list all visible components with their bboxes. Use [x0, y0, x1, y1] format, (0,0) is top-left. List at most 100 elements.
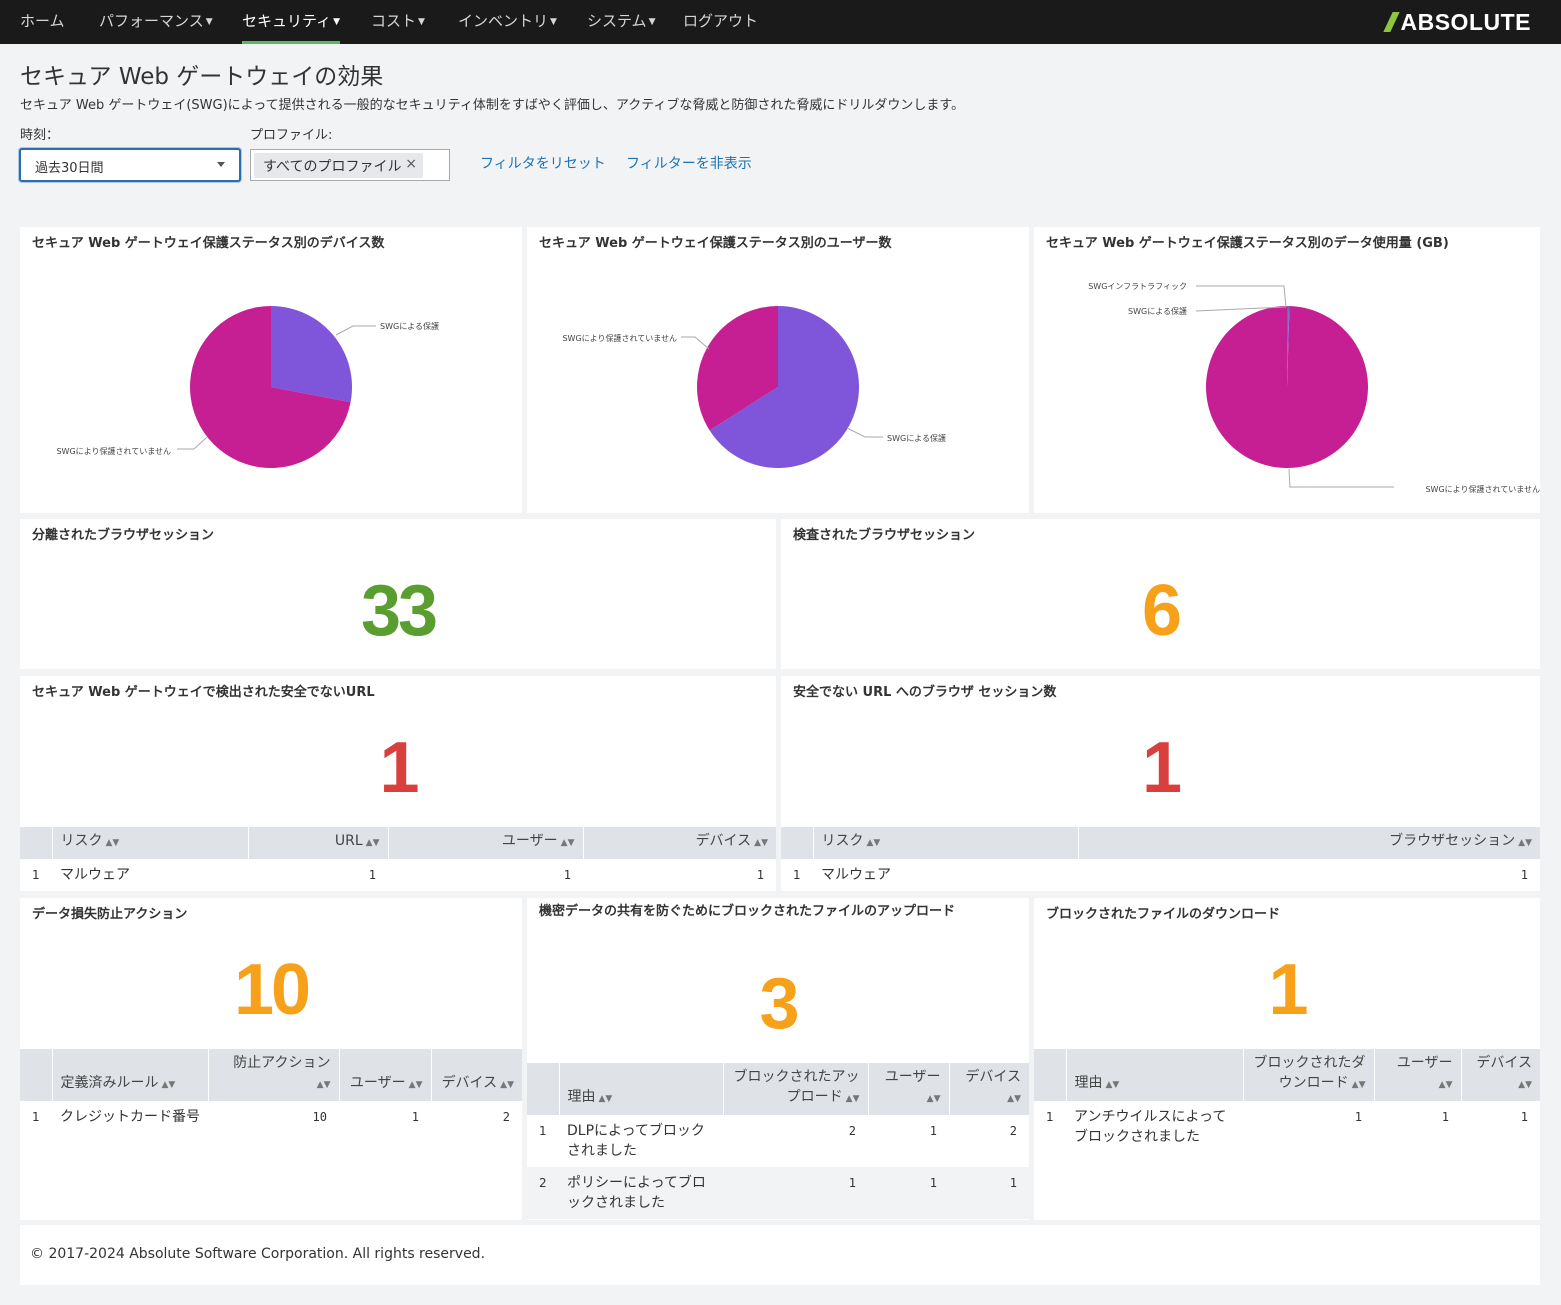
leader-line: [1288, 468, 1394, 488]
panel-title: セキュア Web ゲートウェイ保護ステータス別のデバイス数: [32, 236, 385, 251]
page-description: セキュア Web ゲートウェイ(SWG)によって提供される一般的なセキュリティ体…: [20, 98, 965, 113]
panel-title: ブロックされたファイルのダウンロード: [1046, 907, 1281, 922]
pie-label-infra-traffic: SWGインフラトラフィック: [1088, 282, 1187, 291]
column-header-risk[interactable]: リスク ▲▼: [51, 827, 248, 859]
column-header-devices[interactable]: デバイス▲▼: [948, 1063, 1029, 1115]
column-header-devices[interactable]: デバイス▲▼: [1460, 1049, 1540, 1101]
nav-performance[interactable]: パフォーマンス ▼: [99, 12, 213, 30]
profile-chip: すべてのプロファイル ×: [254, 153, 423, 178]
leader-line: [177, 436, 208, 450]
column-header-users[interactable]: ユーザー▲▼: [1373, 1049, 1461, 1101]
column-header-blocked-uploads[interactable]: ブロックされたアップロード ▲▼: [722, 1063, 868, 1115]
nav-logout[interactable]: ログアウト: [683, 12, 759, 30]
devices-pie-panel: セキュア Web ゲートウェイ保護ステータス別のデバイス数 SWGによる保護 S…: [20, 227, 522, 513]
blocked-downloads-table: 理由 ▲▼ ブロックされたダウンロード ▲▼ ユーザー▲▼ デバイス▲▼ 1 アンチ…: [1034, 1049, 1540, 1153]
panel-title: 検査されたブラウザセッション: [793, 528, 976, 543]
inspected-sessions-panel: 検査されたブラウザセッション 6: [781, 519, 1540, 669]
table-row[interactable]: 1 マルウェア 1: [793, 867, 1528, 883]
column-header-users[interactable]: ユーザー▲▼: [338, 1049, 431, 1101]
data-usage-pie-chart: SWGインフラトラフィック SWGによる保護 SWGにより保護されていません: [1088, 282, 1540, 494]
table-row[interactable]: 1 マルウェア 1 1 1: [32, 867, 764, 883]
logo-slash-icon: [1382, 12, 1400, 32]
pie-slice-protected[interactable]: [709, 306, 860, 468]
top-nav: ホーム パフォーマンス ▼ セキュリティ ▼ コスト ▼ インベントリ ▼ システム ▼ …: [0, 0, 1561, 44]
sort-icon: ▲▼: [316, 1080, 331, 1090]
panel-title: セキュア Web ゲートウェイ保護ステータス別のデータ使用量 (GB): [1046, 236, 1449, 251]
blocked-downloads-count: 1: [1268, 950, 1308, 1030]
sort-icon: ▲▼: [754, 838, 768, 848]
column-header-risk[interactable]: リスク ▲▼: [812, 827, 1078, 859]
leader-line: [335, 325, 376, 336]
column-header-actions[interactable]: 防止アクション▲▼: [207, 1049, 339, 1101]
hide-filters-link[interactable]: フィルターを非表示: [626, 156, 752, 172]
unsafe-sessions-panel: 安全でない URL へのブラウザ セッション数 1 リスク ▲▼ ブラウザセッショ…: [781, 676, 1540, 891]
panel-title: セキュア Web ゲートウェイで検出された安全でないURL: [32, 685, 375, 700]
nav-system[interactable]: システム ▼: [587, 12, 656, 30]
sort-icon: ▲▼: [845, 1094, 860, 1104]
column-header-browser-sessions[interactable]: ブラウザセッション ▲▼: [1077, 827, 1540, 859]
data-usage-pie-panel: セキュア Web ゲートウェイ保護ステータス別のデータ使用量 (GB) SWGイ…: [1034, 227, 1540, 513]
nav-cost[interactable]: コスト ▼: [371, 12, 425, 30]
sort-icon: ▲▼: [866, 838, 881, 848]
devices-pie-chart: SWGによる保護 SWGにより保護されていません: [56, 306, 439, 468]
sort-icon: ▲▼: [365, 838, 380, 848]
time-select[interactable]: 過去30日間: [19, 148, 241, 182]
time-filter-label: 時刻：: [20, 128, 60, 143]
panel-title: 分離されたブラウザセッション: [32, 528, 215, 543]
nav-home[interactable]: ホーム: [20, 12, 65, 30]
panel-title: セキュア Web ゲートウェイ保護ステータス別のユーザー数: [539, 236, 892, 251]
close-icon[interactable]: ×: [405, 156, 417, 172]
sort-icon: ▲▼: [1105, 1080, 1120, 1090]
table-row[interactable]: 1 クレジットカード番号 10 1 2: [32, 1109, 510, 1125]
table-row[interactable]: 2 ポリシーによってブロックされました 1 1 1: [527, 1167, 1029, 1219]
column-header-users[interactable]: ユーザー▲▼: [867, 1063, 949, 1115]
leader-line: [1196, 285, 1287, 308]
column-header-reason[interactable]: 理由 ▲▼: [1065, 1049, 1243, 1101]
column-header-devices[interactable]: デバイス▲▼: [430, 1049, 522, 1101]
caret-down-icon: ▼: [205, 17, 213, 27]
caret-down-icon: ▼: [418, 17, 425, 27]
reset-filters-link[interactable]: フィルタをリセット: [480, 156, 606, 172]
table-row[interactable]: 1 アンチウイルスによってブロックされました 1 1 1: [1046, 1109, 1528, 1145]
leader-line: [846, 427, 883, 438]
sort-icon: ▲▼: [408, 1080, 423, 1090]
dlp-actions-count: 10: [233, 950, 311, 1030]
nav-inventory[interactable]: インベントリ ▼: [458, 12, 557, 30]
isolated-sessions-panel: 分離されたブラウザセッション 33: [20, 519, 776, 669]
users-pie-panel: セキュア Web ゲートウェイ保護ステータス別のユーザー数 SWGによる保護 S…: [527, 227, 1029, 513]
pie-label-unprotected: SWGにより保護されていません: [1425, 484, 1540, 494]
profile-multiselect[interactable]: すべてのプロファイル ×: [250, 149, 450, 181]
pie-slice-unprotected[interactable]: [190, 306, 351, 468]
panel-title: 安全でない URL へのブラウザ セッション数: [793, 685, 1057, 700]
sort-icon: ▲▼: [560, 838, 575, 848]
pie-slice-protected[interactable]: [1287, 306, 1290, 387]
column-header-users[interactable]: ユーザー▲▼: [387, 827, 583, 859]
page-title: セキュア Web ゲートウェイの効果: [20, 64, 384, 90]
pie-label-unprotected: SWGにより保護されていません: [562, 333, 677, 343]
column-header-url[interactable]: URL ▲▼: [247, 827, 388, 859]
panel-title: 機密データの共有を防ぐためにブロックされたファイルのアップロード: [539, 904, 956, 919]
column-header-blocked-downloads[interactable]: ブロックされたダウンロード ▲▼: [1242, 1049, 1374, 1101]
unsafe-urls-panel: セキュア Web ゲートウェイで検出された安全でないURL 1 リスク ▲▼ UR…: [20, 676, 776, 891]
dlp-actions-panel: データ損失防止アクション 10 定義済みルール ▲▼ 防止アクション▲▼ ユーザー…: [20, 898, 522, 1220]
sort-icon: ▲▼: [1351, 1080, 1366, 1090]
inspected-sessions-count: 6: [1141, 571, 1182, 651]
users-pie-chart: SWGによる保護 SWGにより保護されていません: [562, 306, 946, 468]
nav-security[interactable]: セキュリティ ▼: [242, 0, 341, 44]
pie-label-unprotected: SWGにより保護されていません: [56, 446, 171, 456]
pie-slice-protected[interactable]: [271, 306, 353, 403]
pie-slice-unprotected[interactable]: [1205, 305, 1368, 468]
profile-filter-label: プロファイル:: [250, 128, 333, 143]
column-header-reason[interactable]: 理由 ▲▼: [558, 1063, 723, 1115]
dlp-actions-table: 定義済みルール ▲▼ 防止アクション▲▼ ユーザー ▲▼ デバイス ▲▼ 1 クレジッ…: [20, 1049, 522, 1133]
column-header-devices[interactable]: デバイス▲▼: [582, 827, 776, 859]
leader-line: [681, 336, 710, 350]
unsafe-urls-count: 1: [379, 728, 419, 808]
table-row[interactable]: 1 DLPによってブロックされました 2 1 2: [539, 1123, 1017, 1159]
panel-title: データ損失防止アクション: [32, 907, 188, 922]
pie-label-protected: SWGによる保護: [1128, 306, 1187, 316]
sort-icon: ▲▼: [1438, 1080, 1453, 1090]
sort-icon: ▲▼: [1518, 838, 1532, 848]
column-header-rule[interactable]: 定義済みルール ▲▼: [51, 1049, 208, 1101]
pie-slice-unprotected[interactable]: [697, 306, 778, 431]
